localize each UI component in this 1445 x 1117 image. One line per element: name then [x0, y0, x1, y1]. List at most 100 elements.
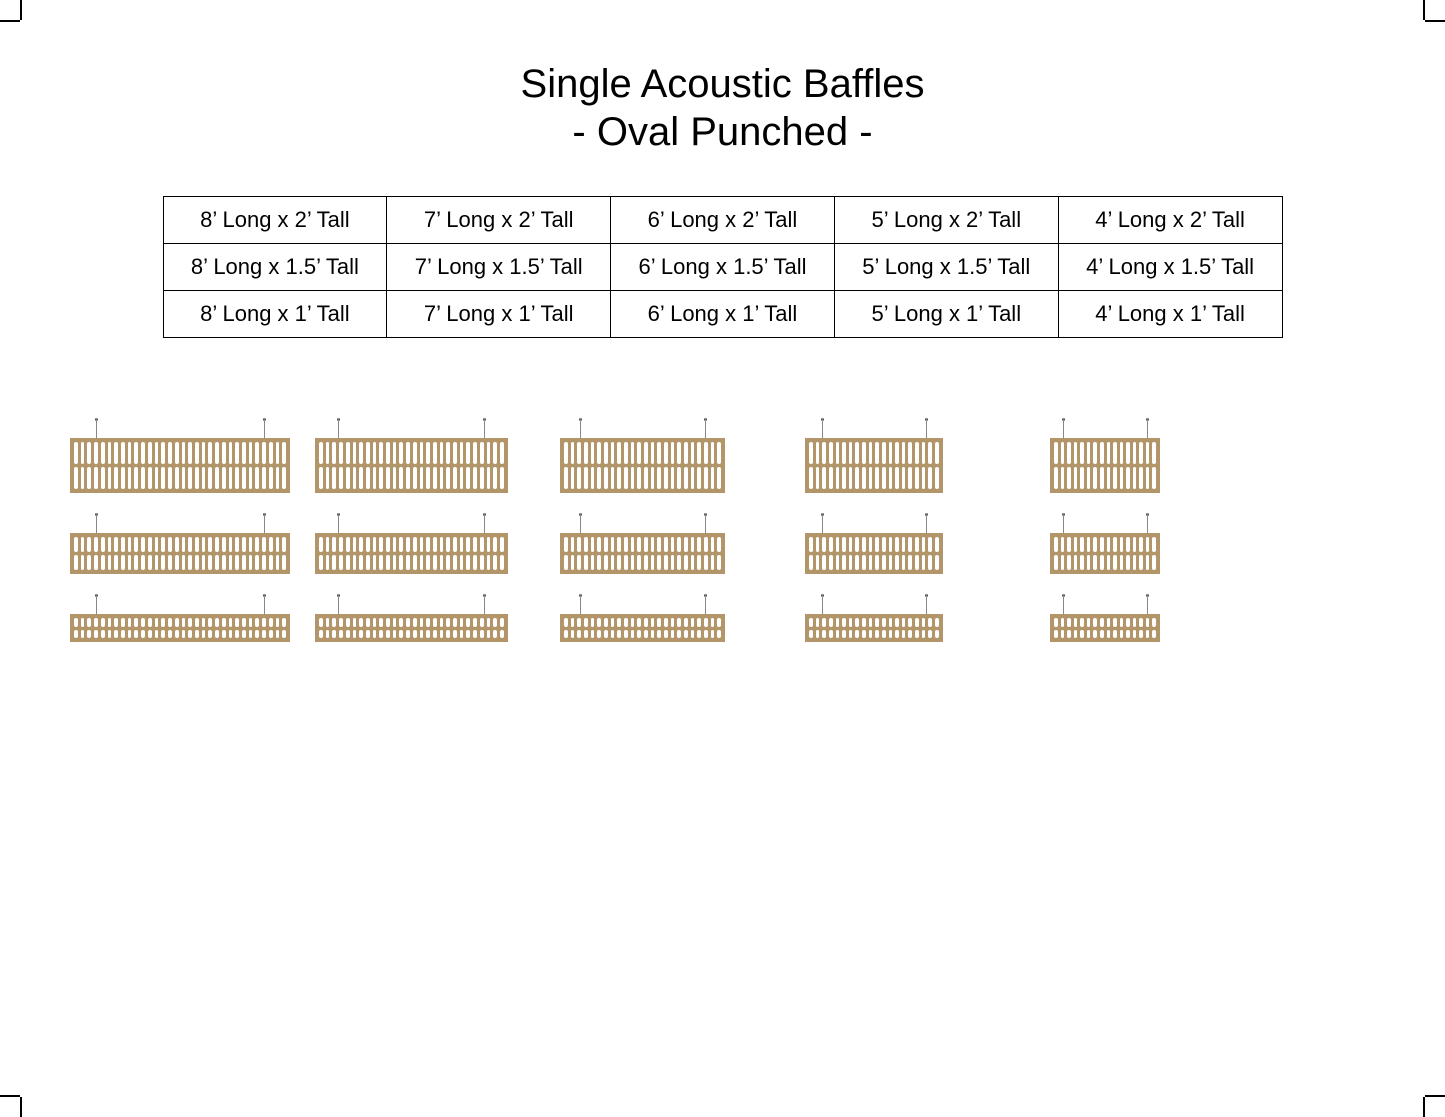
oval-slot — [882, 537, 886, 552]
oval-slot — [895, 630, 899, 638]
baffle-unit — [315, 418, 508, 493]
oval-slot — [121, 555, 125, 570]
oval-slot — [121, 442, 125, 464]
slot-column — [928, 537, 932, 570]
oval-slot — [862, 555, 866, 570]
oval-slot — [326, 618, 330, 626]
slot-column — [373, 537, 377, 570]
oval-slot — [134, 618, 138, 626]
oval-slot — [611, 555, 615, 570]
oval-slot — [480, 555, 484, 570]
baffle-panel — [1050, 533, 1160, 574]
oval-slot — [168, 537, 172, 552]
slot-column — [155, 618, 159, 638]
oval-slot — [208, 442, 212, 464]
slot-column — [426, 442, 430, 489]
oval-slot — [229, 537, 233, 552]
oval-slot — [809, 537, 813, 552]
slot-column — [915, 537, 919, 570]
oval-slot — [406, 555, 410, 570]
slot-column — [182, 442, 186, 489]
oval-slot — [1087, 442, 1091, 464]
oval-slot — [1139, 618, 1143, 626]
slot-column — [393, 537, 397, 570]
slot-column — [74, 442, 78, 489]
oval-slot — [326, 555, 330, 570]
slot-column — [339, 537, 343, 570]
oval-slot — [677, 618, 681, 626]
table-cell: 6’ Long x 1’ Tall — [611, 291, 835, 338]
oval-slot — [822, 467, 826, 489]
oval-slot — [141, 537, 145, 552]
hanger-wire — [580, 513, 581, 533]
oval-slot — [373, 537, 377, 552]
oval-slot — [215, 442, 219, 464]
slot-column — [128, 537, 132, 570]
slot-column — [101, 618, 105, 638]
slot-column — [339, 618, 343, 638]
slot-column — [426, 618, 430, 638]
oval-slot — [87, 537, 91, 552]
oval-slot — [882, 618, 886, 626]
oval-slot — [1054, 555, 1058, 570]
oval-slot — [1120, 630, 1124, 638]
hanger-wire — [484, 418, 485, 438]
slot-column — [1067, 442, 1071, 489]
oval-slot — [413, 555, 417, 570]
oval-slot — [651, 467, 655, 489]
slot-column — [651, 618, 655, 638]
oval-slot — [1152, 467, 1156, 489]
oval-slot — [928, 618, 932, 626]
oval-slot — [282, 618, 286, 626]
baffle-unit — [805, 594, 943, 642]
oval-slot — [624, 618, 628, 626]
oval-slot — [1152, 537, 1156, 552]
frame-line — [0, 1095, 20, 1097]
slot-column — [637, 442, 641, 489]
slot-column — [453, 442, 457, 489]
oval-slot — [1152, 442, 1156, 464]
slot-column — [262, 442, 266, 489]
baffle-panel — [1050, 438, 1160, 493]
oval-slot — [597, 555, 601, 570]
oval-slot — [262, 537, 266, 552]
oval-slot — [215, 537, 219, 552]
oval-slot — [637, 537, 641, 552]
oval-slot — [571, 555, 575, 570]
oval-slot — [229, 442, 233, 464]
slot-column — [141, 537, 145, 570]
slot-column — [597, 442, 601, 489]
slot-column — [624, 618, 628, 638]
oval-slot — [664, 618, 668, 626]
slot-column — [440, 537, 444, 570]
slot-column — [1074, 442, 1078, 489]
oval-slot — [326, 442, 330, 464]
hanger-wire — [338, 418, 339, 438]
oval-slot — [836, 442, 840, 464]
oval-slot — [500, 618, 504, 626]
oval-slot — [242, 467, 246, 489]
oval-slot — [1139, 630, 1143, 638]
oval-slot — [671, 630, 675, 638]
baffle-panel — [805, 438, 943, 493]
oval-slot — [657, 630, 661, 638]
slot-column — [711, 537, 715, 570]
slot-column — [215, 442, 219, 489]
oval-slot — [155, 467, 159, 489]
slot-column — [121, 618, 125, 638]
slot-column — [664, 537, 668, 570]
oval-slot — [671, 467, 675, 489]
hanger-wire — [264, 594, 265, 614]
oval-slot — [849, 537, 853, 552]
oval-slot — [644, 442, 648, 464]
oval-slot — [1054, 442, 1058, 464]
oval-slot — [637, 630, 641, 638]
slot-column — [822, 618, 826, 638]
oval-slot — [353, 618, 357, 626]
oval-slot — [188, 555, 192, 570]
slot-column — [262, 618, 266, 638]
oval-slot — [87, 618, 91, 626]
slot-column — [141, 442, 145, 489]
slot-column — [677, 442, 681, 489]
oval-slot — [855, 467, 859, 489]
